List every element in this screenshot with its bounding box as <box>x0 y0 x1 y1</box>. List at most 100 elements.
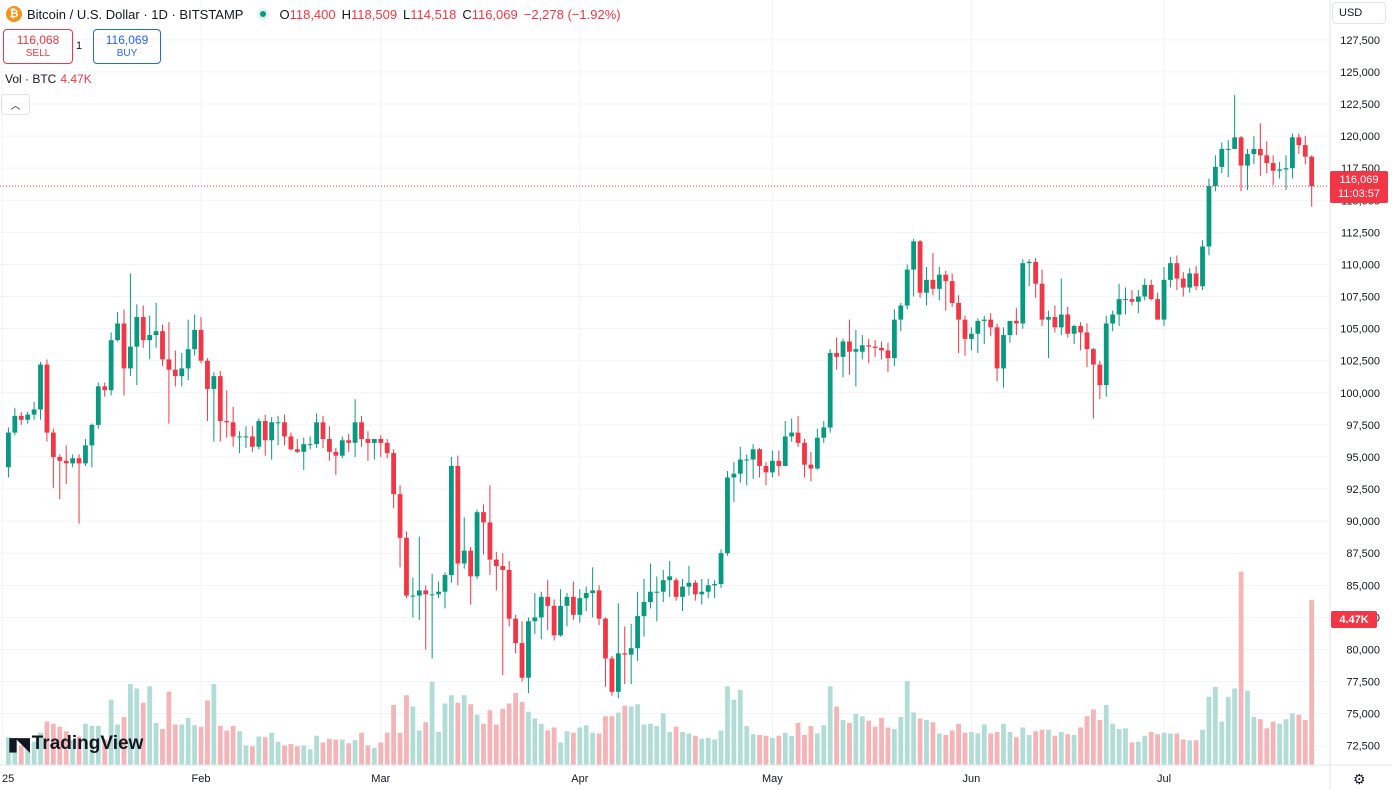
volume-bar <box>410 706 416 765</box>
volume-bar <box>834 706 839 765</box>
candle <box>1026 259 1032 287</box>
volume-bar <box>545 730 551 765</box>
candle <box>1161 267 1167 327</box>
candle <box>827 349 833 433</box>
candle-body <box>1020 263 1026 324</box>
volume-bar <box>1225 696 1231 765</box>
candle-body <box>442 575 448 592</box>
volume-bar <box>988 733 994 765</box>
candle-body <box>789 432 795 437</box>
currency-dropdown[interactable]: USD <box>1332 2 1386 24</box>
volume-bar <box>256 736 262 765</box>
candle-body <box>1129 299 1135 302</box>
volume-bar <box>680 732 685 765</box>
candle-body <box>891 319 897 359</box>
candle <box>872 340 878 357</box>
candle <box>50 428 56 488</box>
candle-body <box>294 449 300 452</box>
candle-body <box>1071 326 1077 334</box>
candle-body <box>1155 299 1160 320</box>
volume-bar <box>89 726 95 765</box>
volume-bar <box>1123 728 1128 765</box>
candle-body <box>1200 246 1205 287</box>
candle-body <box>994 327 1000 369</box>
candle-body <box>1245 154 1250 166</box>
candle-body <box>487 522 493 560</box>
candle-body <box>1091 349 1096 365</box>
order-quantity[interactable]: 1 <box>76 40 83 52</box>
candle <box>102 382 108 397</box>
volume-bar <box>654 726 660 765</box>
candle-body <box>404 537 409 596</box>
volume-bar <box>930 722 936 765</box>
volume-bar <box>956 723 961 765</box>
candle-body <box>500 566 506 570</box>
candle <box>249 426 255 452</box>
volume-bar <box>1296 714 1302 765</box>
candle-body <box>1103 323 1109 386</box>
candle-body <box>1187 273 1193 288</box>
candle-body <box>718 553 724 585</box>
candle <box>1270 155 1276 185</box>
volume-bar <box>474 714 480 765</box>
candle <box>217 370 223 442</box>
candle-body <box>847 341 852 352</box>
buy-button[interactable]: 116,069 BUY <box>93 29 161 64</box>
candle-body <box>725 477 730 554</box>
volume-bar <box>635 704 640 765</box>
market-status-icon[interactable] <box>257 8 270 20</box>
symbol-title[interactable]: Bitcoin / U.S. Dollar · 1D · BITSTAMP <box>27 6 244 22</box>
gear-icon[interactable]: ⚙ <box>1353 771 1366 787</box>
candle <box>404 531 409 599</box>
candle <box>686 566 692 596</box>
candle-body <box>211 376 217 389</box>
candle-body <box>1078 326 1083 333</box>
volume-bar <box>38 732 43 765</box>
candle-body <box>667 576 673 581</box>
candle <box>1129 290 1135 306</box>
candle <box>917 240 923 298</box>
volume-bar <box>76 736 82 765</box>
candle-body <box>160 331 165 360</box>
candle <box>981 315 987 345</box>
volume-bar <box>802 735 807 765</box>
volume-bar <box>551 727 557 765</box>
candle-body <box>108 340 114 391</box>
candle-body <box>526 621 531 678</box>
volume-bar <box>95 726 101 765</box>
volume-bar <box>1116 729 1122 765</box>
volume-bar <box>885 727 891 765</box>
candle <box>680 578 685 611</box>
candle <box>327 426 332 461</box>
candle-body <box>1058 314 1064 328</box>
candle-body <box>1033 261 1039 284</box>
volume-bar <box>827 686 833 765</box>
candle-body <box>1142 284 1148 297</box>
candle-body <box>519 643 525 678</box>
volume-bar <box>275 741 281 765</box>
collapse-legend-button[interactable]: ︿ <box>1 94 30 115</box>
price-tick-label: 105,000 <box>1340 324 1380 336</box>
candle-body <box>943 274 949 282</box>
candle <box>468 546 474 605</box>
candle-body <box>635 616 640 649</box>
sell-button[interactable]: 116,068 SELL <box>3 29 73 64</box>
candle-body <box>339 440 345 456</box>
candle-body <box>962 319 968 339</box>
candle-body <box>744 459 750 461</box>
volume-bar <box>1007 732 1013 765</box>
candle-body <box>89 424 95 446</box>
candle-body <box>378 438 384 443</box>
candle <box>1046 310 1051 359</box>
volume-bar <box>853 714 859 765</box>
candle-body <box>782 436 788 466</box>
volume-bar <box>558 742 563 765</box>
candle <box>397 485 403 568</box>
tradingview-logo[interactable]: ▮◥ TradingView <box>8 733 143 755</box>
time-axis: 25 Feb Mar Apr May Jun Jul <box>0 764 1392 785</box>
volume-bar <box>500 708 506 765</box>
volume-bar <box>1046 729 1051 765</box>
volume-bar <box>731 699 737 765</box>
candle-body <box>288 436 294 450</box>
